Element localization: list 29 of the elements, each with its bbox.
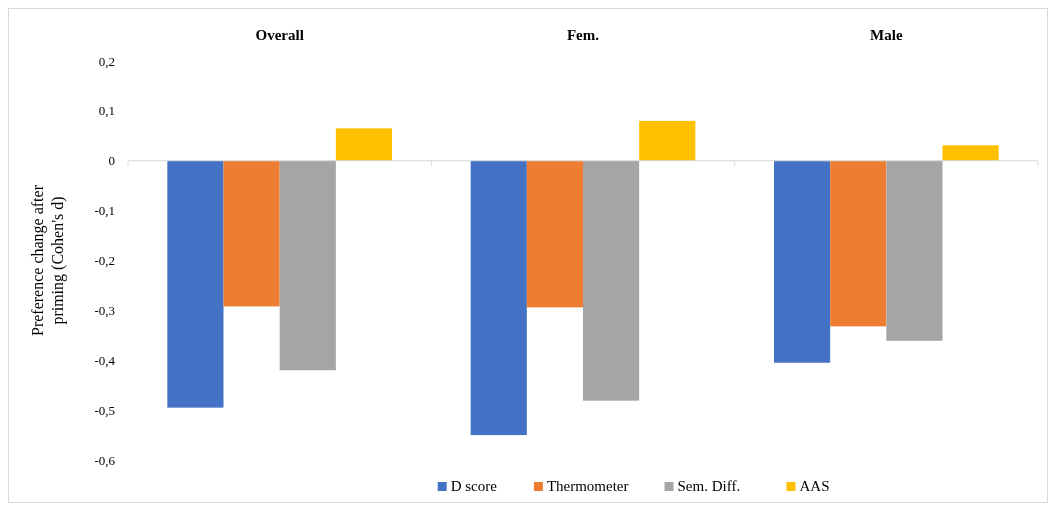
bar [470,160,527,436]
legend-label: D score [450,478,498,494]
y-tick-label: -0,6 [94,452,116,468]
bar [526,160,583,308]
bar [167,160,224,408]
y-tick-label: -0,1 [94,203,115,219]
y-axis-title: Preference change after priming (Cohen's d) [29,184,67,336]
bar [639,120,696,161]
bar [335,128,393,161]
y-tick-label: -0,3 [94,302,115,318]
legend-label: Thermometer [546,478,629,494]
x-tick-label: Overall [255,27,304,43]
y-tick-label: 0,2 [98,53,115,69]
bar [279,160,336,371]
bar [773,160,831,363]
y-tick-label: -0,2 [94,253,115,269]
x-tick-label: Male [870,27,903,43]
legend-label: AAS [799,478,830,494]
x-tick-label: Fem. [566,27,600,43]
y-tick-label: -0,4 [94,352,116,368]
legend-label: Sem. Diff. [677,478,741,494]
y-tick-label: 0,1 [98,103,115,119]
bar [223,160,280,307]
y-tick-label: 0 [108,153,115,169]
bar [942,145,999,161]
bar [830,160,887,327]
bar [583,160,640,401]
y-tick-label: -0,5 [94,402,115,418]
bar [886,160,943,341]
